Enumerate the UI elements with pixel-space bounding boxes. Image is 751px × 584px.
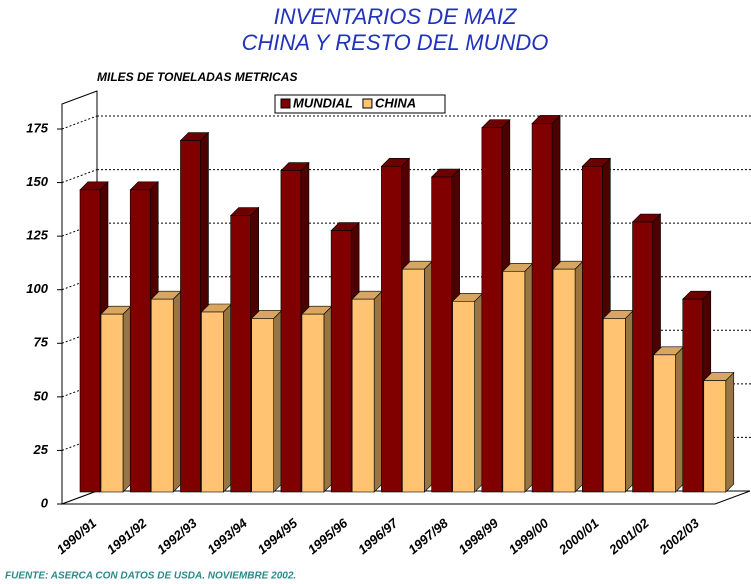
bar-side (323, 305, 333, 493)
x-tick-label: 1997/98 (405, 515, 451, 557)
bar (682, 298, 704, 493)
bar (330, 230, 352, 493)
bar (552, 268, 576, 493)
bar (79, 189, 101, 493)
bar (452, 300, 475, 493)
legend-box (274, 94, 446, 114)
x-tick-label: 1998/99 (455, 515, 501, 557)
bar (653, 354, 676, 493)
bar (251, 318, 274, 493)
y-tick-label: 0 (41, 495, 49, 510)
bar-side (625, 309, 634, 493)
bar (201, 311, 224, 493)
y-axis-label: MILES DE TONELADAS METRICAS (97, 70, 297, 84)
bar (351, 298, 375, 493)
bar-side (424, 260, 433, 493)
legend: MUNDIAL CHINA (274, 94, 446, 114)
bar-side (273, 309, 282, 493)
bar (502, 270, 526, 493)
y-tick-label: 150 (26, 174, 48, 189)
bar (431, 176, 452, 493)
bar-side (725, 371, 735, 493)
x-tick-label: 1992/93 (154, 515, 200, 557)
x-tick-label: 1996/97 (355, 515, 401, 557)
x-tick-label: 1993/94 (204, 515, 250, 557)
bar (280, 170, 302, 493)
y-tick-label: 175 (26, 120, 48, 135)
title-line: CHINA Y RESTO DEL MUNDO (242, 30, 549, 55)
x-tick-label: 1991/92 (104, 515, 150, 557)
floor (61, 490, 751, 505)
y-tick-label: 25 (33, 442, 49, 457)
legend-swatch (280, 98, 291, 109)
legend-label: CHINA (375, 95, 416, 110)
y-tick-label: 75 (34, 335, 49, 350)
bar (381, 165, 402, 493)
bar (603, 318, 626, 493)
bar (230, 215, 251, 493)
y-tick-label: 125 (26, 228, 48, 243)
bar (703, 380, 727, 493)
bar (150, 298, 174, 493)
source-note: FUENTE: ASERCA CON DATOS DE USDA. NOVIEM… (5, 571, 296, 582)
bar-side (474, 292, 483, 493)
bar-side (524, 262, 534, 493)
x-tick-label: 2001/02 (605, 515, 652, 558)
bar-side (172, 290, 182, 493)
y-tick-label: 50 (34, 388, 49, 403)
bar (481, 127, 503, 493)
bar (301, 313, 325, 493)
x-tick-label: 1995/96 (305, 515, 351, 557)
legend-label: MUNDIAL (293, 95, 353, 110)
x-tick-label: 1994/95 (255, 515, 301, 557)
bar (180, 140, 201, 493)
x-tick-label: 2000/01 (555, 515, 601, 557)
title-line: INVENTARIOS DE MAIZ (274, 4, 518, 29)
y-tick-label: 100 (26, 281, 48, 296)
bar-side (574, 260, 584, 493)
bar (402, 268, 425, 493)
bar-side (223, 303, 232, 493)
bar (582, 165, 603, 493)
bar-side (373, 290, 383, 493)
x-tick-label: 1999/00 (506, 515, 552, 557)
x-tick-label: 1990/91 (54, 515, 100, 557)
bar-side (675, 346, 684, 493)
bar (129, 189, 151, 493)
bar-side (122, 305, 132, 493)
legend-swatch (362, 98, 373, 109)
bar (100, 313, 124, 493)
bar (632, 221, 653, 493)
bar (531, 123, 553, 493)
x-tick-label: 2002/03 (656, 515, 703, 558)
